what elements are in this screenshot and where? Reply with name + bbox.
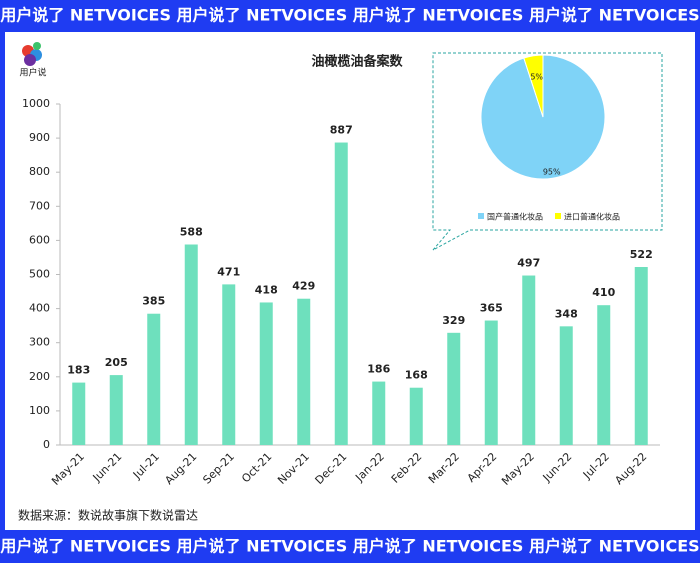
legend-label: 国产普通化妆品 bbox=[487, 212, 543, 222]
bar bbox=[409, 387, 423, 445]
y-tick-label: 700 bbox=[29, 199, 50, 212]
logo bbox=[22, 42, 42, 66]
y-tick-label: 0 bbox=[43, 438, 50, 451]
value-label: 497 bbox=[517, 257, 540, 270]
y-tick-label: 400 bbox=[29, 302, 50, 315]
y-tick-label: 300 bbox=[29, 336, 50, 349]
bar bbox=[559, 326, 573, 445]
logo-dot bbox=[33, 42, 41, 50]
y-tick-label: 200 bbox=[29, 370, 50, 383]
bar bbox=[484, 320, 498, 445]
bar bbox=[372, 381, 386, 445]
value-label: 887 bbox=[330, 124, 353, 137]
legend-swatch bbox=[555, 213, 561, 219]
value-label: 329 bbox=[442, 314, 465, 327]
value-label: 205 bbox=[105, 356, 128, 369]
slice-label: 95% bbox=[543, 168, 561, 177]
y-tick-label: 600 bbox=[29, 233, 50, 246]
bar bbox=[634, 266, 648, 445]
bar bbox=[259, 302, 273, 445]
slice-label: 5% bbox=[530, 73, 543, 82]
banner-top: 用户说了 NETVOICES 用户说了 NETVOICES 用户说了 NETVO… bbox=[0, 6, 699, 25]
value-label: 410 bbox=[592, 286, 615, 299]
logo-dot bbox=[24, 54, 36, 66]
bar bbox=[147, 313, 161, 445]
y-tick-label: 100 bbox=[29, 404, 50, 417]
value-label: 183 bbox=[67, 364, 90, 377]
banner-bottom: 用户说了 NETVOICES 用户说了 NETVOICES 用户说了 NETVO… bbox=[0, 537, 699, 556]
legend-label: 进口普通化妆品 bbox=[564, 212, 620, 222]
bar bbox=[184, 244, 198, 445]
value-label: 429 bbox=[292, 280, 315, 293]
y-tick-label: 500 bbox=[29, 268, 50, 281]
value-label: 418 bbox=[255, 283, 278, 296]
value-label: 348 bbox=[555, 307, 578, 320]
chart-title: 油橄榄油备案数 bbox=[311, 54, 403, 70]
value-label: 522 bbox=[630, 248, 653, 261]
value-label: 385 bbox=[142, 295, 165, 308]
bar bbox=[597, 305, 611, 445]
source: 数据来源：数说故事旗下数说雷达 bbox=[18, 508, 198, 523]
pie-slice bbox=[523, 54, 544, 118]
y-tick-label: 800 bbox=[29, 165, 50, 178]
value-label: 168 bbox=[405, 369, 428, 382]
logo-text: 用户说 bbox=[19, 67, 46, 79]
bar bbox=[447, 332, 461, 445]
bar bbox=[222, 284, 236, 445]
y-tick-label: 1000 bbox=[22, 97, 50, 110]
bar bbox=[109, 375, 123, 445]
value-label: 471 bbox=[217, 265, 240, 278]
value-label: 186 bbox=[367, 363, 390, 376]
bar bbox=[334, 142, 348, 445]
value-label: 365 bbox=[480, 302, 503, 315]
bar bbox=[297, 298, 311, 445]
bar bbox=[522, 275, 536, 445]
y-tick-label: 900 bbox=[29, 131, 50, 144]
value-label: 588 bbox=[180, 225, 203, 238]
legend-swatch bbox=[478, 213, 484, 219]
bar bbox=[72, 382, 86, 445]
